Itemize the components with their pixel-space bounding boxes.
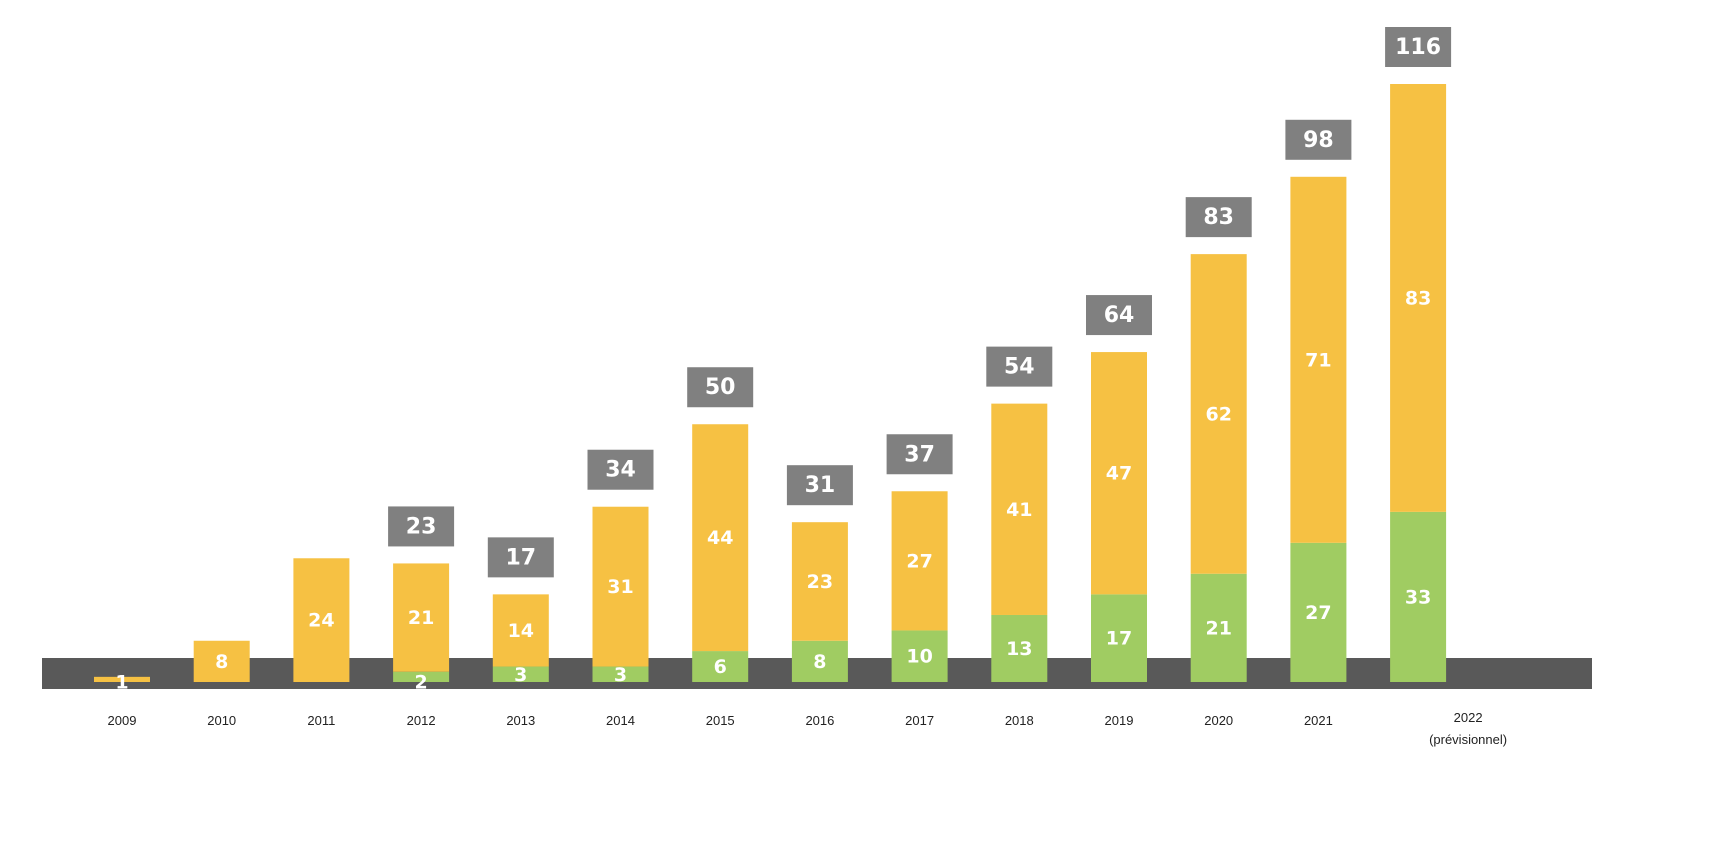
x-tick-label: 2009 bbox=[108, 713, 137, 728]
bar-value-label: 10 bbox=[906, 646, 932, 668]
bar-segment-yellow bbox=[891, 491, 948, 631]
bar-value-label: 47 bbox=[1106, 463, 1132, 485]
total-box bbox=[1385, 27, 1452, 67]
bar-segment-yellow bbox=[393, 563, 450, 672]
bar-segment-yellow bbox=[193, 640, 250, 682]
x-tick-label: 2019 bbox=[1105, 713, 1134, 728]
bar-segment-green bbox=[1091, 594, 1147, 682]
bar-segment-green bbox=[393, 671, 450, 682]
bar-segment-green bbox=[1190, 573, 1247, 682]
x-tick-label: 2017 bbox=[905, 713, 934, 728]
bar-value-label: 17 bbox=[1106, 628, 1132, 650]
bar-segment-green bbox=[891, 630, 948, 682]
total-box bbox=[1285, 119, 1352, 160]
bar-value-label: 23 bbox=[807, 571, 833, 593]
total-box bbox=[786, 465, 853, 506]
bar-segment-yellow bbox=[692, 424, 749, 652]
total-box bbox=[1086, 295, 1152, 336]
bar-segment-yellow bbox=[94, 676, 150, 682]
x-tick-label: 2013 bbox=[506, 713, 535, 728]
bar-value-label: 3 bbox=[614, 664, 627, 686]
bar-segment-green bbox=[692, 651, 749, 682]
bar-value-label: 13 bbox=[1006, 638, 1032, 660]
bar-segment-yellow bbox=[492, 594, 549, 667]
x-tick-label: 2012 bbox=[407, 713, 436, 728]
bar-value-label: 31 bbox=[607, 576, 633, 598]
total-label: 34 bbox=[605, 458, 636, 483]
x-tick-label: 2014 bbox=[606, 713, 635, 728]
total-box bbox=[687, 367, 754, 408]
total-label: 17 bbox=[505, 545, 536, 570]
bar-segment-yellow bbox=[293, 558, 350, 682]
bar-value-label: 8 bbox=[215, 651, 228, 673]
bar-value-label: 8 bbox=[813, 651, 826, 673]
bar-value-label: 6 bbox=[714, 656, 727, 678]
total-label: 23 bbox=[406, 514, 437, 539]
bar-segment-green bbox=[1390, 511, 1447, 682]
bar-segment-green bbox=[592, 666, 649, 682]
total-label: 83 bbox=[1203, 205, 1234, 230]
bar-value-label: 62 bbox=[1205, 403, 1231, 425]
x-tick-label: 2021 bbox=[1304, 713, 1333, 728]
bar-segment-yellow bbox=[1091, 352, 1147, 595]
bar-value-label: 27 bbox=[906, 550, 932, 572]
total-box bbox=[1185, 197, 1252, 238]
bar-value-label: 41 bbox=[1006, 499, 1032, 521]
bar-value-label: 27 bbox=[1305, 602, 1331, 624]
total-label: 116 bbox=[1395, 35, 1441, 60]
bar-value-label: 21 bbox=[1205, 617, 1231, 639]
x-tick-label: 2016 bbox=[805, 713, 834, 728]
x-tick-label: 2010 bbox=[207, 713, 236, 728]
bar-value-label: 44 bbox=[707, 527, 733, 549]
total-box bbox=[587, 449, 654, 490]
x-tick-label: 2020 bbox=[1204, 713, 1233, 728]
x-tick-label: 2015 bbox=[706, 713, 735, 728]
x-tick-label: 2011 bbox=[307, 713, 335, 728]
total-label: 31 bbox=[805, 473, 836, 498]
bar-value-label: 83 bbox=[1405, 287, 1431, 309]
bar-segment-yellow bbox=[791, 522, 848, 641]
bar-segment-yellow bbox=[1190, 254, 1247, 574]
x-tick-label: 2022 bbox=[1454, 710, 1483, 725]
total-label: 37 bbox=[904, 442, 935, 467]
total-label: 50 bbox=[705, 375, 736, 400]
x-tick-label: 2018 bbox=[1005, 713, 1034, 728]
bar-value-label: 3 bbox=[514, 664, 527, 686]
bar-value-label: 21 bbox=[408, 607, 434, 629]
total-box bbox=[986, 346, 1053, 387]
total-box bbox=[886, 434, 953, 475]
bar-segment-yellow bbox=[991, 403, 1048, 615]
bar-value-label: 2 bbox=[414, 672, 427, 694]
bar-value-label: 1 bbox=[115, 672, 128, 694]
bar-value-label: 33 bbox=[1405, 586, 1431, 608]
bar-value-label: 71 bbox=[1305, 349, 1331, 371]
total-box bbox=[487, 537, 554, 578]
bar-segment-green bbox=[1290, 542, 1347, 682]
total-box bbox=[388, 506, 455, 547]
total-label: 54 bbox=[1004, 355, 1035, 380]
bar-segment-yellow bbox=[1390, 84, 1447, 512]
bar-segment-green bbox=[492, 666, 549, 682]
bar-segment-green bbox=[991, 614, 1048, 682]
total-label: 98 bbox=[1303, 128, 1334, 153]
bar-value-label: 24 bbox=[308, 610, 334, 632]
bar-value-label: 14 bbox=[508, 620, 534, 642]
x-tick-note: (prévisionnel) bbox=[1429, 732, 1507, 747]
bar-segment-green bbox=[791, 640, 848, 682]
total-label: 64 bbox=[1104, 303, 1135, 328]
bar-segment-yellow bbox=[592, 506, 649, 667]
bar-segment-yellow bbox=[1290, 176, 1347, 543]
